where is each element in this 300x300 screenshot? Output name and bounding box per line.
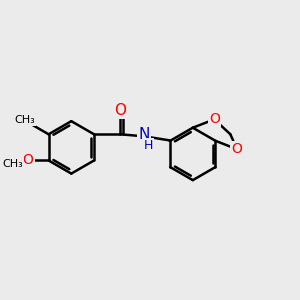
Text: CH₃: CH₃: [14, 115, 35, 125]
Text: O: O: [23, 154, 34, 167]
Text: N: N: [139, 127, 150, 142]
Text: O: O: [209, 112, 220, 126]
Text: H: H: [144, 139, 153, 152]
Text: CH₃: CH₃: [2, 159, 23, 169]
Text: O: O: [232, 142, 242, 156]
Text: O: O: [114, 103, 126, 118]
